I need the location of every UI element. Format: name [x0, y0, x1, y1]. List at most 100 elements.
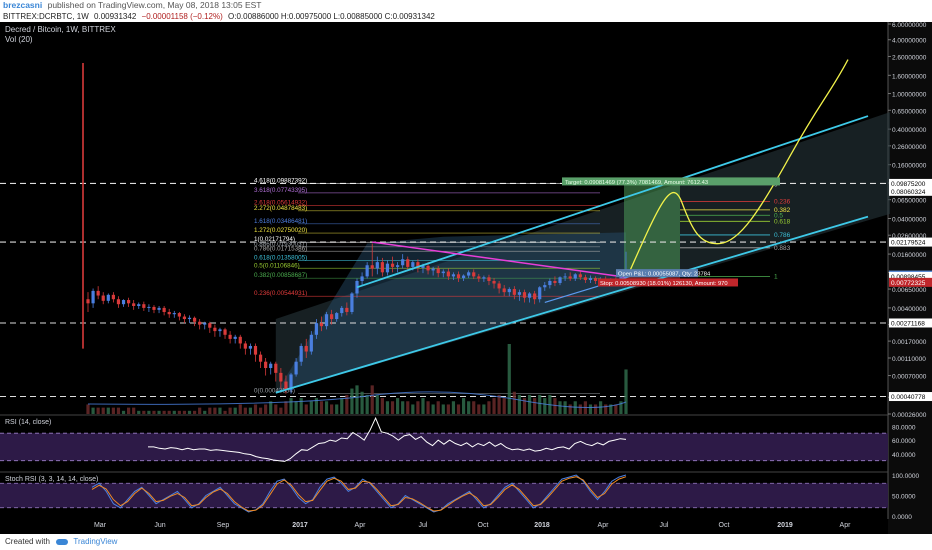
volume-bar: [340, 398, 344, 414]
volume-bar: [233, 407, 237, 414]
candle-body: [167, 311, 171, 315]
candle-body: [472, 272, 476, 277]
volume-bar: [187, 410, 192, 414]
volume-bar: [512, 391, 516, 414]
candle-body: [147, 306, 151, 308]
drawings-layer: 4.618(0.09887392) 3.618(0.07743395) 2.618(…: [0, 59, 890, 414]
fib-retracement-label: 0.618: [774, 218, 791, 225]
created-with-label: Created with: [5, 537, 50, 546]
candle-body: [451, 274, 456, 277]
volume-bar: [299, 398, 303, 414]
volume-bar: [258, 407, 263, 414]
volume-bar: [294, 401, 298, 414]
candle-body: [253, 345, 258, 355]
candle-body: [350, 293, 354, 312]
projection-curve: [627, 59, 849, 276]
price-tick-label: 0.65000000: [892, 108, 927, 115]
fib-extension-label: 1.618(0.03486481): [254, 218, 307, 225]
candle-body: [243, 343, 247, 349]
candle-body: [218, 329, 222, 332]
candle-body: [269, 363, 273, 369]
candle-body: [568, 276, 572, 279]
candle-body: [132, 303, 136, 306]
candle-body: [324, 314, 329, 327]
chart-canvas[interactable]: 6.00000000 4.00000000 2.60000000 1.60000000…: [0, 22, 932, 534]
volume-bar: [182, 410, 187, 414]
candle-body: [182, 316, 187, 320]
candle-body: [314, 323, 318, 335]
fib-extension-label: 0.618(0.01358005): [254, 254, 307, 261]
candle-body: [512, 289, 516, 295]
rsi-tick-label: 60.0000: [892, 438, 916, 445]
candle-body: [187, 317, 192, 320]
candle-body: [370, 265, 374, 269]
candle-body: [101, 295, 105, 301]
stoch-band: [0, 483, 888, 508]
price-tag-box: [889, 318, 932, 328]
time-tick-label: Sep: [217, 522, 230, 529]
price-tick-label: 2.60000000: [892, 54, 927, 61]
price-tick-label: 0.00170000: [892, 339, 927, 346]
volume-bar: [380, 398, 384, 414]
candle-body: [482, 277, 486, 279]
candle-body: [319, 323, 324, 327]
ohlc-values: O:0.00886000 H:0.00975000 L:0.00885000 C…: [228, 12, 435, 21]
candle-body: [289, 374, 293, 391]
volume-bar: [502, 398, 506, 414]
author-username[interactable]: brezcasni: [3, 0, 43, 10]
volume-bar: [279, 407, 283, 414]
fib-extension-label: 0.382(0.00858687): [254, 272, 307, 279]
volume-bar: [223, 410, 227, 414]
volume-bar: [492, 398, 496, 414]
volume-bar: [436, 401, 440, 414]
time-axis: Mar Jun Sep 2017 Apr Jul Oct 2018 Apr Jul Oct 2019 A…: [94, 522, 851, 529]
position-target-zone: [624, 183, 680, 276]
publish-info: published on TradingView.com, May 08, 20…: [47, 0, 262, 10]
stoch-tick-label: 0.0000: [892, 514, 912, 521]
volume-bar: [228, 407, 232, 414]
candle-body: [264, 361, 268, 369]
volume-bar: [461, 398, 466, 414]
candle-body: [502, 288, 506, 293]
volume-bar: [472, 401, 476, 414]
fib-extension-label: 3.618(0.07743395): [254, 187, 307, 194]
candle-body: [127, 300, 131, 304]
volume-bar: [335, 404, 339, 414]
candle-body: [192, 317, 197, 322]
volume-bar: [111, 407, 115, 414]
volume-bar: [487, 401, 491, 414]
time-tick-label: Apr: [840, 522, 852, 529]
candle-body: [294, 361, 298, 375]
tradingview-brand[interactable]: TradingView: [73, 537, 118, 546]
volume-bar: [172, 410, 176, 414]
volume-bar: [396, 398, 400, 414]
time-tick-label: Oct: [478, 522, 489, 529]
stoch-d-line: [91, 476, 627, 512]
candle-body: [279, 372, 283, 382]
candle-body: [507, 289, 511, 293]
candle-body: [431, 268, 435, 271]
volume-bar: [365, 394, 369, 414]
price-tag-box: [889, 277, 932, 287]
candle-body: [121, 300, 126, 305]
volume-bar: [157, 410, 161, 414]
price-tick-label: 0.01600000: [892, 252, 927, 259]
volume-bar: [91, 407, 95, 414]
candle-body: [299, 345, 303, 362]
fib-retracement-label: 1: [774, 273, 778, 280]
price-tag-box: [889, 392, 932, 402]
chart-area[interactable]: 6.00000000 4.00000000 2.60000000 1.60000000…: [0, 22, 932, 534]
rsi-title: RSI (14, close): [5, 419, 51, 426]
stoch-rsi-pane: Stoch RSI (3, 3, 14, 14, close) 100.0000 5…: [0, 473, 919, 521]
candle-body: [456, 274, 461, 279]
volume-bar: [96, 407, 100, 414]
price-tag: 0.09875200: [891, 181, 926, 188]
candle-body: [335, 313, 339, 320]
price-tick-label: 0.00026000: [892, 412, 927, 419]
candle-body: [157, 307, 161, 310]
candle-body: [360, 276, 364, 281]
fib-retracement-label: 0.5: [774, 212, 783, 219]
volume-bar: [345, 394, 349, 414]
candle-body: [258, 354, 263, 362]
candle-body: [96, 290, 100, 296]
